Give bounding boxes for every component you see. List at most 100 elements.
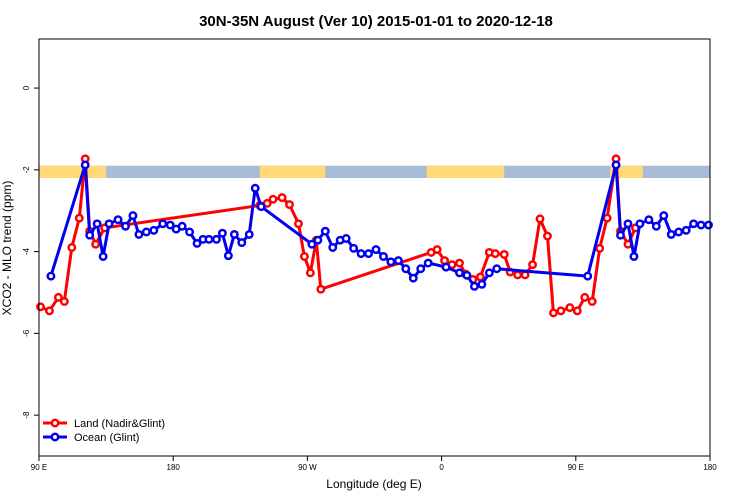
point-0-38: [556, 306, 566, 316]
point-1-43: [416, 264, 426, 274]
point-0-13: [277, 193, 287, 203]
point-1-30: [320, 226, 330, 236]
point-1-13: [165, 220, 175, 230]
x-tick-label-1: 180: [167, 463, 181, 472]
point-1-47: [462, 270, 472, 280]
y-tick-label-3: -6: [22, 329, 31, 337]
point-1-2: [85, 230, 95, 240]
point-1-6: [113, 215, 123, 225]
legend: Land (Nadir&Glint) Ocean (Glint): [43, 418, 165, 444]
point-1-29: [313, 235, 323, 245]
point-0-44: [602, 213, 612, 223]
point-1-37: [371, 245, 381, 254]
chart-title: 30N-35N August (Ver 10) 2015-01-01 to 20…: [199, 13, 553, 30]
point-1-46: [455, 268, 464, 278]
point-1-23: [229, 229, 239, 239]
point-1-49: [477, 279, 487, 289]
point-1-40: [393, 256, 403, 266]
point-1-3: [92, 219, 102, 229]
x-tick-label-3: 0: [439, 463, 444, 472]
point-1-7: [121, 221, 130, 231]
legend-item-1: Ocean (Glint): [43, 432, 139, 444]
point-1-61: [666, 229, 676, 239]
point-1-26: [250, 183, 260, 193]
point-0-29: [490, 249, 500, 259]
point-1-58: [644, 215, 654, 225]
point-1-35: [356, 249, 366, 259]
point-0-4: [67, 243, 77, 252]
series-layer: [36, 154, 713, 318]
point-0-40: [572, 306, 582, 316]
point-1-4: [98, 252, 108, 261]
x-tick-label-4: 90 E: [568, 463, 584, 472]
point-1-60: [659, 211, 669, 221]
point-1-15: [177, 221, 187, 231]
point-1-52: [583, 271, 593, 281]
point-0-24: [455, 258, 464, 268]
band-land-1: [259, 165, 326, 178]
legend-label-0: Land (Nadir&Glint): [74, 418, 165, 430]
x-tick-label-2: 90 W: [298, 463, 317, 472]
legend-marker-0: [50, 418, 60, 428]
x-axis-label: Longitude (deg E): [326, 477, 421, 491]
y-tick-label-1: -2: [22, 166, 31, 174]
point-0-12: [268, 194, 278, 204]
point-1-16: [185, 227, 195, 237]
point-0-0: [36, 302, 45, 312]
point-1-28: [307, 239, 317, 249]
point-1-56: [629, 252, 639, 261]
point-1-48: [469, 281, 479, 291]
point-1-27: [256, 202, 266, 212]
point-0-1: [44, 306, 54, 316]
point-1-59: [651, 221, 661, 231]
point-0-36: [543, 231, 552, 241]
point-1-44: [423, 258, 433, 268]
point-1-55: [623, 219, 633, 229]
point-0-39: [565, 303, 575, 313]
series-0: [36, 154, 640, 318]
point-1-22: [223, 251, 233, 261]
legend-marker-1: [50, 432, 60, 442]
point-0-35: [535, 214, 545, 224]
point-1-19: [204, 234, 214, 244]
point-1-62: [674, 227, 684, 237]
point-1-38: [378, 252, 388, 261]
point-1-25: [244, 229, 254, 239]
point-0-34: [528, 260, 538, 270]
point-0-32: [513, 270, 523, 280]
point-0-16: [299, 252, 309, 261]
point-0-2: [53, 292, 63, 302]
surface-band: [39, 165, 710, 178]
point-1-64: [689, 219, 699, 229]
point-1-20: [211, 234, 221, 244]
point-0-14: [285, 200, 294, 210]
point-1-0: [46, 271, 56, 281]
y-axis: 0 -2 -4 -6 -8: [22, 85, 39, 419]
point-0-15: [294, 219, 303, 229]
point-1-39: [386, 257, 396, 267]
plot-frame: [38, 38, 711, 457]
point-1-1: [80, 160, 90, 170]
point-1-24: [237, 238, 247, 248]
point-1-33: [341, 234, 351, 243]
y-tick-label-2: -4: [22, 247, 31, 255]
series-1: [46, 160, 713, 291]
point-1-45: [441, 262, 451, 272]
y-axis-label: XCO2 - MLO trend (ppm): [0, 181, 14, 316]
point-1-31: [328, 243, 338, 252]
point-1-50: [484, 268, 494, 278]
point-1-36: [364, 249, 373, 259]
point-1-11: [149, 225, 159, 235]
point-1-9: [134, 229, 144, 239]
point-1-21: [217, 228, 227, 238]
point-1-10: [141, 227, 151, 237]
point-1-34: [349, 243, 359, 253]
point-0-17: [305, 268, 315, 278]
point-1-53: [611, 160, 621, 170]
point-0-27: [475, 272, 485, 282]
band-ocean: [39, 165, 710, 178]
point-1-42: [408, 273, 418, 283]
x-axis: 90 E 180 90 W 0 90 E 180: [31, 456, 717, 472]
x-tick-label-5: 180: [703, 463, 717, 472]
